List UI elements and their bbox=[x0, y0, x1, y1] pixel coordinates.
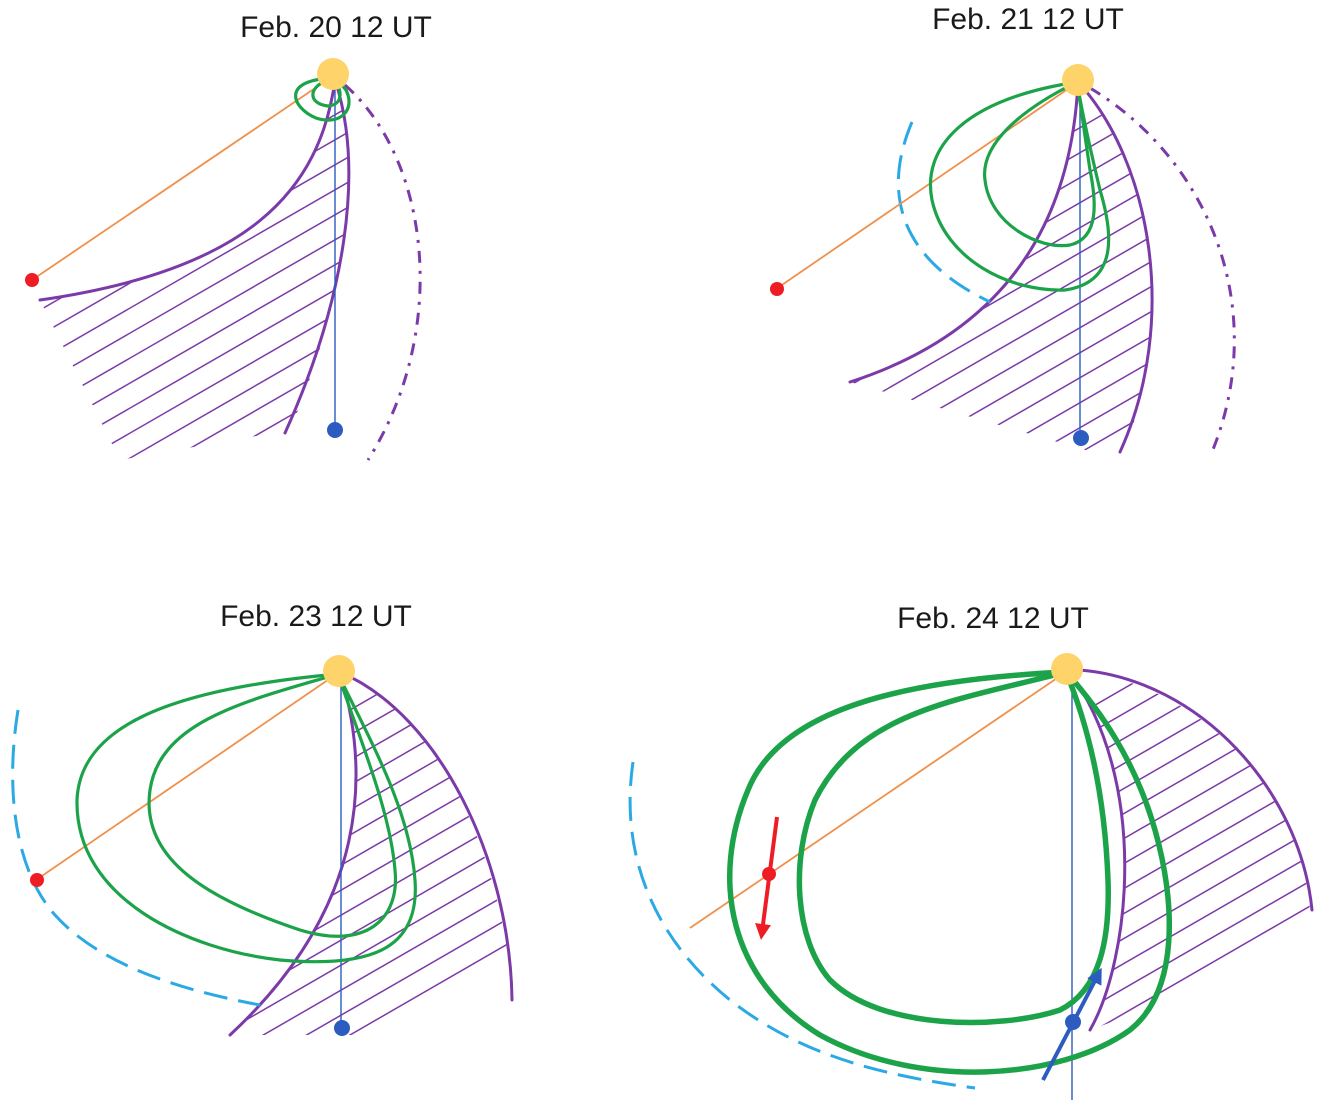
spacecraft-red-marker bbox=[762, 867, 776, 881]
stream-interface-boundary bbox=[338, 670, 514, 1002]
stream-interface-dashdot bbox=[1089, 86, 1236, 453]
shock-front bbox=[896, 121, 991, 304]
stream-interface-boundary bbox=[1078, 668, 1314, 912]
spacecraft-red-marker bbox=[770, 282, 784, 296]
sun-icon bbox=[323, 655, 355, 687]
spacecraft-red-marker bbox=[25, 273, 39, 287]
flux-rope-inner bbox=[983, 80, 1096, 248]
stream-interface-boundary bbox=[283, 78, 351, 435]
flux-rope-inner bbox=[311, 76, 342, 108]
stream-interface-boundary bbox=[38, 78, 337, 302]
line-of-sight-red bbox=[775, 81, 1079, 290]
spacecraft-red-marker bbox=[30, 873, 44, 887]
panel-title: Feb. 23 12 UT bbox=[220, 600, 412, 633]
spacecraft-blue-marker bbox=[327, 422, 343, 438]
stream-interface-boundary bbox=[1066, 668, 1127, 1032]
stream-interface-boundary bbox=[1076, 80, 1154, 454]
spacecraft-blue-marker bbox=[1065, 1014, 1081, 1030]
panel-feb-21: Feb. 21 12 UT bbox=[770, 3, 1236, 460]
panel-title: Feb. 24 12 UT bbox=[897, 602, 1089, 635]
line-of-sight-red bbox=[31, 75, 334, 281]
panel-feb-23: Feb. 23 12 UT bbox=[11, 600, 515, 1037]
line-of-sight-red bbox=[689, 671, 1067, 929]
shock-front bbox=[11, 709, 261, 1007]
shock-front bbox=[628, 761, 976, 1090]
sun-icon bbox=[1062, 64, 1094, 96]
spacecraft-blue-marker bbox=[1073, 430, 1089, 446]
flux-rope-outer bbox=[928, 80, 1111, 292]
stream-interface-boundary bbox=[848, 80, 1080, 384]
panel-title: Feb. 21 12 UT bbox=[932, 3, 1124, 36]
flux-rope-outer bbox=[75, 672, 417, 964]
hatched-region bbox=[850, 82, 1153, 460]
flux-rope-inner bbox=[147, 672, 398, 938]
flux-rope-inner bbox=[796, 669, 1111, 1026]
spacecraft-blue-marker bbox=[334, 1020, 350, 1036]
flux-rope-outer bbox=[727, 669, 1173, 1075]
hatched-region bbox=[1068, 670, 1310, 1030]
panel-feb-20: Feb. 20 12 UT bbox=[25, 11, 432, 461]
panel-title: Feb. 20 12 UT bbox=[240, 11, 432, 44]
stream-interface-boundary bbox=[228, 670, 358, 1037]
sun-icon bbox=[1051, 653, 1083, 685]
stream-interface-dashdot bbox=[344, 83, 422, 461]
sun-icon bbox=[317, 58, 349, 90]
hatched-region bbox=[230, 672, 515, 1035]
panel-feb-24: Feb. 24 12 UT bbox=[628, 602, 1314, 1100]
hatched-region bbox=[40, 80, 349, 460]
